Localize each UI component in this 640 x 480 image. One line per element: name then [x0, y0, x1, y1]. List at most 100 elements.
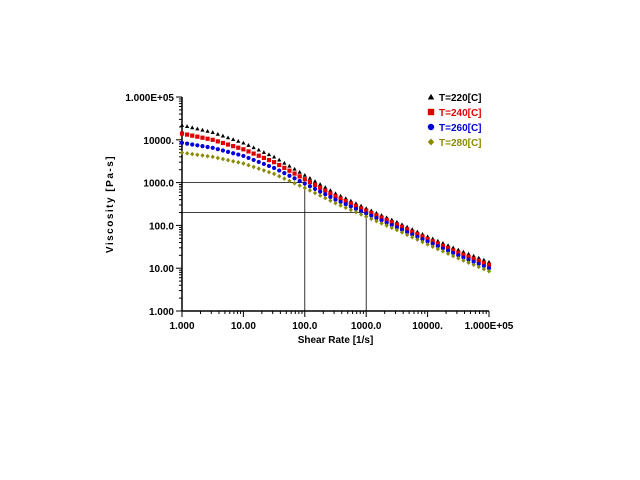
data-point	[364, 211, 369, 216]
data-point	[456, 247, 461, 252]
data-point	[225, 149, 231, 154]
data-point	[415, 234, 420, 239]
data-point	[210, 145, 215, 150]
data-point	[358, 212, 364, 217]
data-point	[256, 159, 261, 165]
data-point	[231, 151, 236, 156]
data-point	[343, 198, 348, 204]
data-point	[353, 209, 359, 215]
data-point	[318, 185, 323, 190]
data-point	[425, 242, 430, 247]
data-point	[399, 227, 405, 232]
data-point	[302, 172, 307, 177]
data-point	[486, 262, 492, 267]
data-point	[405, 229, 410, 235]
data-point	[456, 256, 461, 261]
data-point	[205, 144, 210, 150]
data-point	[195, 134, 200, 139]
data-point	[205, 128, 210, 133]
data-point	[323, 195, 328, 201]
data-point	[292, 176, 297, 181]
data-point	[481, 257, 486, 262]
data-point	[215, 147, 220, 152]
data-point	[466, 260, 471, 265]
data-point	[195, 126, 200, 131]
data-point	[451, 248, 456, 253]
data-point	[272, 165, 277, 171]
data-point	[292, 180, 297, 186]
series-2	[179, 131, 492, 267]
series-4	[179, 150, 492, 274]
data-point	[251, 145, 256, 150]
data-point	[451, 245, 456, 250]
data-point	[282, 165, 287, 170]
data-point	[369, 216, 374, 222]
data-point	[451, 253, 456, 259]
data-point	[445, 248, 451, 253]
data-point	[272, 171, 277, 177]
y-tick-label: 100.0	[149, 221, 174, 232]
x-tick-label: 1.000	[169, 321, 194, 332]
data-point	[307, 184, 313, 189]
data-point	[384, 223, 389, 228]
data-point	[312, 190, 318, 196]
data-point	[461, 255, 466, 260]
data-point	[231, 144, 236, 149]
data-point	[476, 258, 481, 263]
data-point	[190, 133, 195, 138]
data-point	[328, 194, 333, 200]
data-point	[353, 206, 359, 211]
data-point	[486, 266, 492, 271]
data-point	[179, 150, 185, 155]
data-point	[220, 133, 226, 138]
data-point	[394, 227, 399, 233]
data-point	[348, 201, 353, 206]
data-point	[471, 256, 476, 261]
data-point	[215, 155, 220, 161]
data-point	[353, 203, 359, 209]
data-point	[241, 153, 246, 159]
data-point	[456, 253, 461, 258]
data-point	[430, 241, 435, 246]
data-point	[210, 154, 215, 160]
data-point	[302, 181, 307, 186]
data-point	[379, 218, 384, 223]
data-point	[251, 151, 256, 156]
data-point	[179, 131, 185, 136]
data-point	[179, 140, 185, 145]
data-point	[236, 145, 241, 150]
data-point	[415, 232, 420, 237]
data-point	[394, 222, 399, 227]
y-tick-label: 1.000	[149, 307, 174, 318]
data-point	[200, 127, 205, 132]
y-tick-label: 10000.	[143, 136, 174, 147]
data-point	[312, 179, 318, 183]
data-point	[261, 168, 266, 173]
data-point	[333, 191, 338, 196]
data-point	[481, 263, 486, 269]
legend-label: T=260[C]	[439, 123, 482, 134]
data-point	[282, 176, 287, 181]
data-point	[348, 207, 353, 213]
x-tick-label: 10000.	[412, 321, 443, 332]
data-point	[471, 262, 476, 268]
data-point	[220, 148, 226, 153]
data-point	[343, 205, 348, 211]
data-point	[277, 157, 282, 162]
data-point	[210, 137, 215, 142]
x-tick-label: 100.0	[292, 321, 317, 332]
data-point	[297, 178, 302, 184]
data-point	[399, 224, 405, 230]
data-point	[241, 161, 246, 166]
data-point	[282, 160, 287, 165]
data-point	[195, 143, 200, 148]
legend: T=220[C] T=240[C] T=260[C] T=280[C]	[427, 93, 482, 149]
data-point	[190, 142, 195, 147]
data-point	[374, 216, 379, 221]
data-point	[435, 241, 440, 246]
data-point	[185, 124, 190, 129]
y-tick-label: 1.000E+05	[125, 93, 174, 104]
data-point	[374, 218, 379, 224]
data-point	[297, 169, 302, 174]
y-axis-title: Viscosity [Pa-s]	[105, 155, 116, 253]
